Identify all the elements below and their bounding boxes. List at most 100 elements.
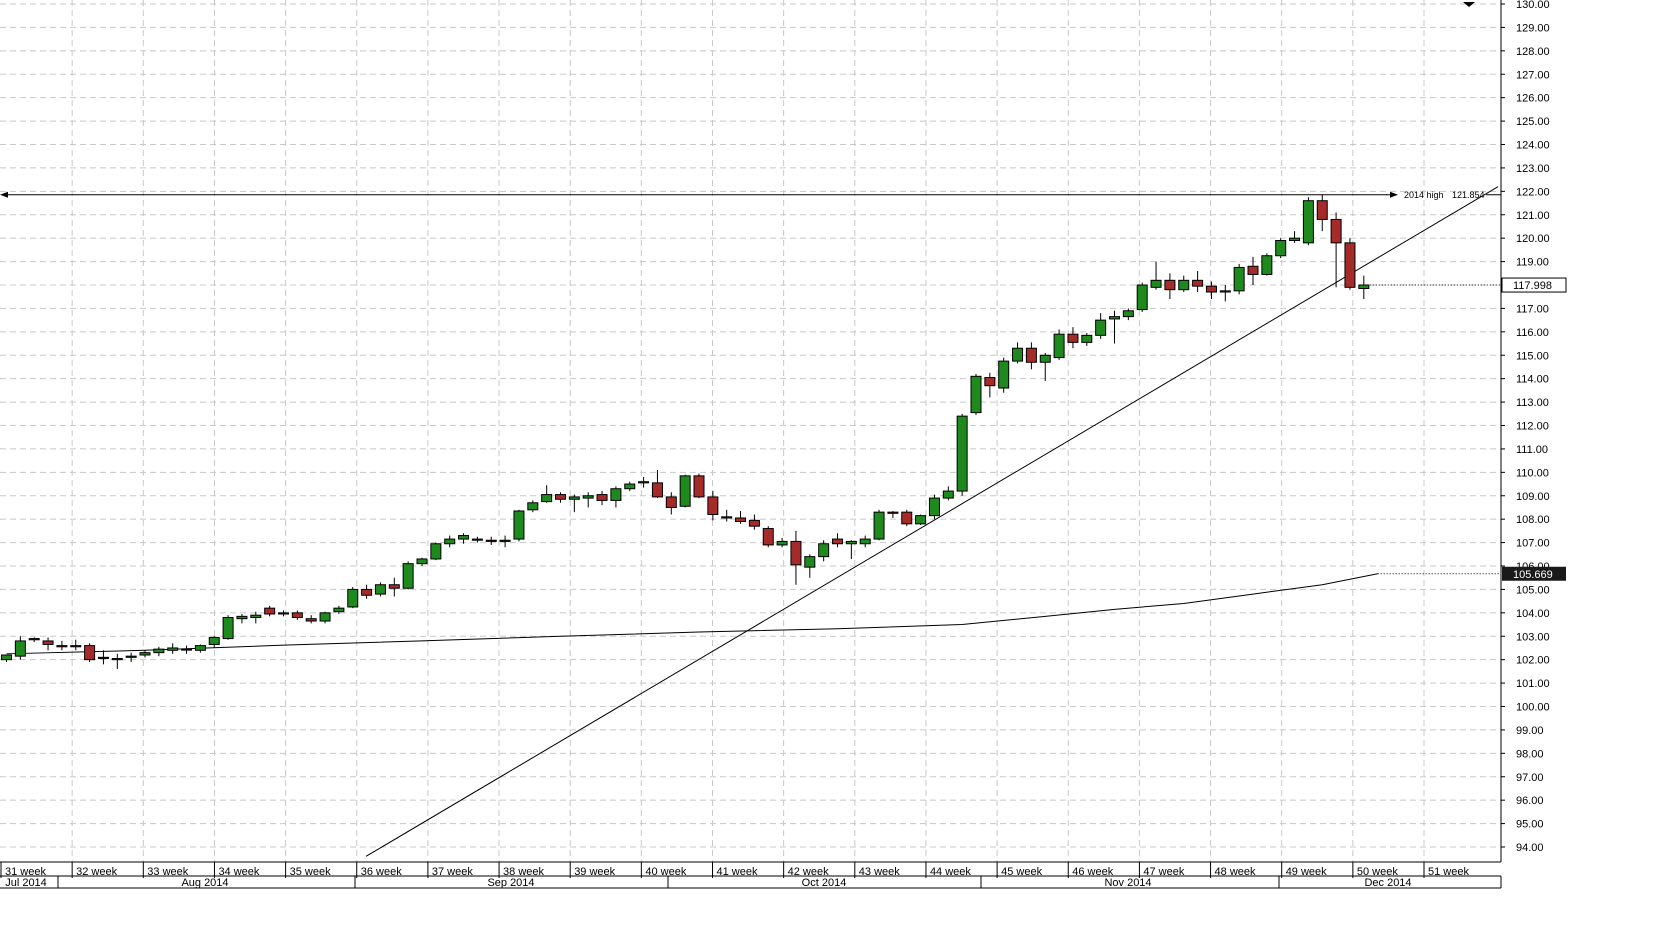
- candle-body: [956, 415, 968, 492]
- candle-body: [541, 494, 553, 503]
- candle-body: [458, 535, 470, 540]
- y-tick-label: 116.00: [1516, 327, 1549, 339]
- candle-body: [679, 475, 691, 507]
- y-tick-label: 112.00: [1516, 421, 1549, 433]
- candle-body: [762, 528, 774, 546]
- candle-down: [832, 533, 843, 548]
- candle-down: [721, 509, 733, 522]
- candle-body: [416, 558, 428, 565]
- candle-body: [1233, 266, 1245, 292]
- candle-up: [1012, 342, 1024, 364]
- candle-body: [1192, 279, 1204, 287]
- price-tags: 117.998 105.669: [1369, 277, 1567, 581]
- candle-body: [181, 648, 193, 651]
- month-label: Aug 2014: [181, 877, 228, 889]
- candle-up: [998, 357, 1010, 393]
- week-label: 50 week: [1357, 866, 1398, 878]
- y-tick-label: 122.00: [1516, 186, 1550, 198]
- candle-up: [374, 582, 386, 597]
- candle-body: [624, 483, 636, 490]
- candle-body: [638, 481, 650, 484]
- candle-up: [527, 500, 539, 513]
- candle-down: [56, 640, 68, 651]
- candle-up: [319, 611, 331, 624]
- candle-body: [153, 648, 165, 654]
- candle-body: [1219, 290, 1231, 293]
- candle-body: [748, 519, 760, 527]
- candle-up: [1289, 231, 1301, 243]
- week-label: 39 week: [574, 866, 615, 878]
- candle-down: [1205, 281, 1217, 300]
- candle-up: [444, 535, 456, 548]
- candle-down: [1192, 270, 1204, 293]
- candle-up: [236, 614, 248, 624]
- candle-body: [790, 540, 802, 566]
- candle-body: [250, 614, 262, 619]
- candle-body: [485, 539, 497, 542]
- candle-body: [264, 607, 276, 615]
- last-price-tag-box: [1501, 277, 1567, 293]
- candle-body: [319, 612, 331, 622]
- y-tick-label: 110.00: [1516, 467, 1549, 479]
- week-label: 42 week: [788, 866, 829, 878]
- candle-up: [541, 485, 553, 503]
- candle-up: [956, 413, 968, 496]
- y-tick-label: 115.00: [1516, 350, 1549, 362]
- candle-layer: [1, 194, 1370, 670]
- candle-body: [928, 497, 940, 517]
- y-tick-label: 121.00: [1516, 210, 1550, 222]
- candle-up: [942, 486, 954, 501]
- week-label: 45 week: [1001, 866, 1042, 878]
- candle-up: [568, 494, 580, 513]
- candle-up: [458, 533, 470, 544]
- y-tick-label: 107.00: [1516, 538, 1550, 550]
- candle-up: [804, 554, 816, 578]
- candle-up: [776, 537, 788, 548]
- week-label: 51 week: [1428, 866, 1469, 878]
- candle-body: [1109, 316, 1120, 320]
- candle-body: [1302, 200, 1314, 244]
- candle-body: [361, 588, 373, 596]
- candle-up: [167, 643, 179, 654]
- week-label: 37 week: [432, 866, 473, 878]
- candle-body: [942, 490, 954, 499]
- candle-down: [665, 492, 677, 515]
- week-label: 40 week: [645, 866, 686, 878]
- candle-up: [153, 646, 165, 657]
- candle-body: [125, 655, 137, 658]
- candle-body: [1122, 310, 1134, 318]
- candle-up: [139, 650, 151, 658]
- candle-down: [735, 510, 747, 524]
- month-label: Nov 2014: [1104, 877, 1151, 889]
- candle-up: [208, 636, 220, 648]
- candle-body: [665, 496, 677, 508]
- candle-body: [1164, 279, 1176, 291]
- y-tick-label: 117.00: [1516, 303, 1549, 315]
- week-label: 38 week: [503, 866, 544, 878]
- candle-down: [111, 653, 123, 670]
- y-tick-label: 101.00: [1516, 678, 1550, 690]
- scroll-marker-icon[interactable]: [1463, 2, 1475, 7]
- candle-up: [499, 535, 511, 548]
- candle-body: [388, 584, 400, 589]
- candle-body: [887, 511, 899, 514]
- candle-down: [596, 491, 608, 506]
- candle-up: [1233, 263, 1245, 295]
- candle-body: [222, 617, 234, 640]
- candle-up: [1, 654, 12, 663]
- y-tick-label: 108.00: [1516, 514, 1550, 526]
- candle-down: [707, 491, 719, 521]
- candle-up: [1261, 253, 1273, 276]
- candle-body: [167, 647, 179, 651]
- last-price-label: 117.998: [1513, 280, 1552, 292]
- axis-layer: 130.00 129.00 128.00 127.00 126.00 125.00 124.…: [0, 0, 1550, 889]
- candle-down: [748, 514, 760, 530]
- high-line-right-arrow-icon: [1390, 191, 1398, 198]
- candle-body: [236, 615, 248, 620]
- candle-body: [998, 360, 1010, 389]
- y-tick-label: 119.00: [1516, 257, 1549, 269]
- candle-body: [859, 538, 871, 545]
- y-tick-label: 97.00: [1516, 772, 1544, 784]
- month-label: Sep 2014: [487, 877, 534, 889]
